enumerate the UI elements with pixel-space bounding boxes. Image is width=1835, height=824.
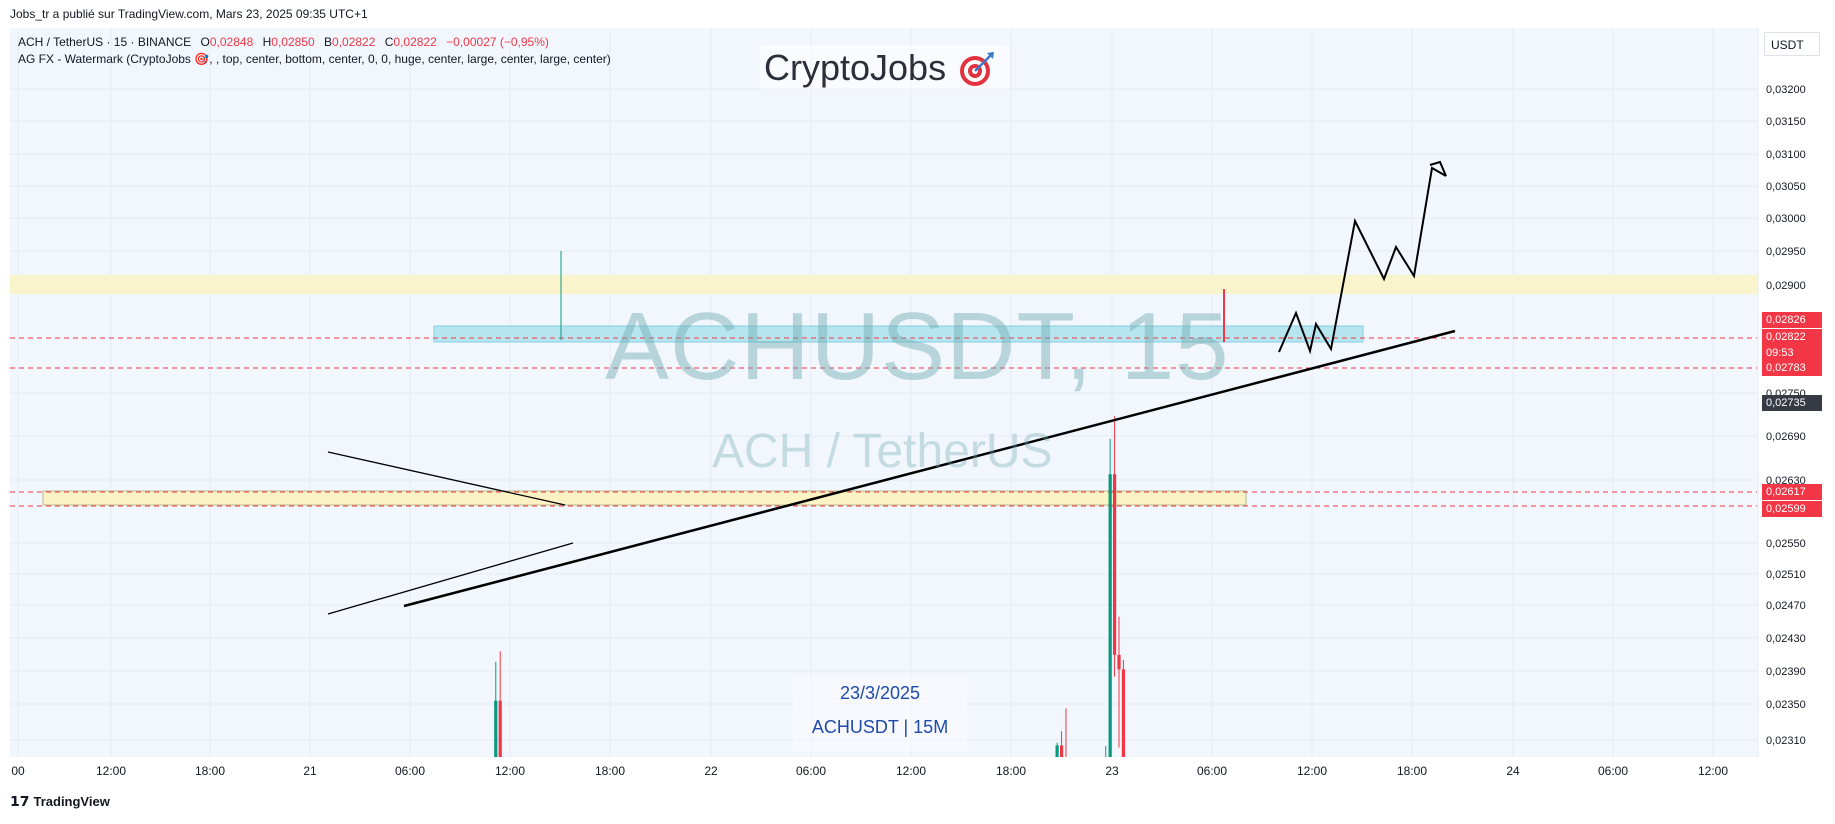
footer-brand: TradingView [33,794,110,809]
x-tick-label: 21 [303,764,317,778]
x-tick-label: 06:00 [1598,764,1628,778]
projection-arrowhead [1429,160,1447,177]
x-tick-label: 00 [11,764,25,778]
legend-high: 0,02850 [271,35,315,49]
candle-body [1108,474,1112,757]
x-tick-label: 12:00 [896,764,926,778]
price-tag-crosshair: 0,02735 [1762,395,1822,411]
footer-logo[interactable]: 𝟭𝟳 TradingView [10,793,110,810]
x-tick-label: 12:00 [1698,764,1728,778]
price-tag-countdown: 09:53 [1762,345,1822,361]
y-tick-label: 0,02390 [1766,666,1806,678]
candle-body [1055,745,1059,757]
legend-open-label: O [200,35,210,49]
price-tag-top: 0,02826 [1762,312,1822,328]
x-tick-label: 12:00 [1297,764,1327,778]
x-tick-label: 06:00 [395,764,425,778]
y-tick-label: 0,03100 [1766,149,1806,161]
price-tag-level-c: 0,02599 [1762,501,1822,517]
legend-indicator[interactable]: AG FX - Watermark (CryptoJobs 🎯, , top, … [18,52,611,66]
target-icon [960,52,994,86]
x-tick-label: 18:00 [195,764,225,778]
x-tick-label: 23 [1105,764,1119,778]
legend-low-label: B [324,35,333,49]
resistance-zone-yellow [10,275,1757,294]
y-tick-label: 0,02510 [1766,569,1806,581]
x-tick-label: 12:00 [495,764,525,778]
currency-button[interactable]: USDT [1764,32,1820,56]
legend-close-label: C [384,35,394,49]
legend-high-label: H [262,35,272,49]
x-tick-label: 22 [704,764,718,778]
support-zone-yellow [42,490,1247,506]
tradingview-logo-icon: 𝟭𝟳 [10,793,30,809]
triangle-lower-line [327,542,574,615]
date-label: 23/3/2025 [839,683,921,703]
legend-change: −0,00027 (−0,95%) [446,35,549,49]
price-axis-background [1758,28,1835,757]
triangle-upper-line [327,451,566,506]
x-tick-label: 06:00 [1197,764,1227,778]
legend-symbol-row: ACH / TetherUS · 15 · BINANCE O0,02848 H… [18,34,611,51]
price-tag-level-b: 0,02617 [1762,484,1822,500]
legend-close: 0,02822 [393,35,437,49]
y-tick-label: 0,02350 [1766,699,1806,711]
candle-body [1112,474,1117,655]
x-tick-label: 18:00 [1397,764,1427,778]
x-tick-label: 24 [1506,764,1520,778]
y-tick-label: 0,02470 [1766,600,1806,612]
x-tick-label: 12:00 [96,764,126,778]
y-tick-label: 0,03000 [1766,213,1806,225]
candle-body [1059,745,1064,757]
legend-open: 0,02848 [209,35,254,49]
y-tick-label: 0,02690 [1766,431,1806,443]
chart-legend: ACH / TetherUS · 15 · BINANCE O0,02848 H… [18,34,611,68]
x-tick-label: 06:00 [796,764,826,778]
y-tick-label: 0,02900 [1766,280,1806,292]
pair-label: ACHUSDT | 15M [811,717,949,737]
y-tick-label: 0,02430 [1766,633,1806,645]
watermark-sub: ACH / TetherUS [712,425,1053,478]
legend-low: 0,02822 [332,35,376,49]
date-box [793,676,967,752]
y-tick-label: 0,02550 [1766,538,1806,550]
candle-body [494,700,498,757]
price-tag-current: 0,02822 [1762,329,1822,345]
candle-body [1121,669,1126,757]
y-tick-label: 0,03200 [1766,84,1806,96]
y-tick-label: 0,02310 [1766,735,1806,747]
y-tick-label: 0,02950 [1766,246,1806,258]
ascending-trendline [403,329,1456,608]
projection-path [1278,166,1447,355]
x-tick-label: 18:00 [595,764,625,778]
candle-body [498,700,502,757]
y-tick-label: 0,03150 [1766,116,1806,128]
candle-body [1117,654,1121,670]
x-tick-label: 18:00 [996,764,1026,778]
brand-text: CryptoJobs [764,47,947,88]
published-line: Jobs_tr a publié sur TradingView.com, Ma… [10,7,368,21]
y-tick-label: 0,03050 [1766,181,1806,193]
watermark-main: ACHUSDT, 15 [605,293,1230,400]
price-tag-level-a: 0,02783 [1762,360,1822,376]
legend-symbol: ACH / TetherUS · 15 · BINANCE [18,35,192,49]
